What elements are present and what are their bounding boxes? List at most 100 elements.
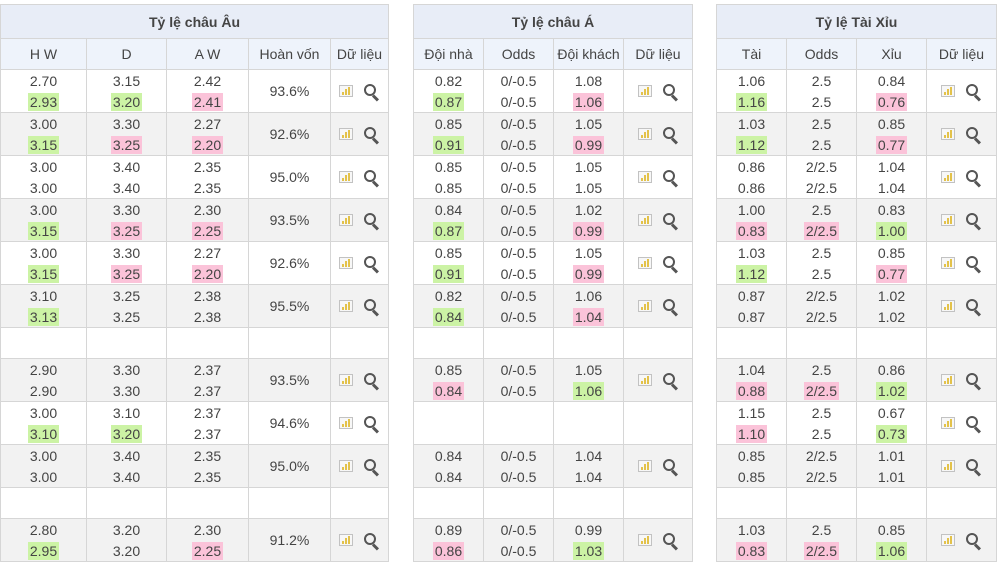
under-odds-opening: 0.86 — [877, 361, 906, 378]
bar-chart-icon[interactable] — [941, 214, 955, 226]
empty-cell — [553, 401, 624, 445]
magnifier-icon[interactable] — [363, 126, 380, 143]
magnifier-icon[interactable] — [363, 458, 380, 475]
empty-cell — [716, 327, 787, 359]
data-links-cell — [330, 155, 389, 199]
magnifier-icon[interactable] — [965, 372, 982, 389]
col-away-win: A W — [166, 38, 249, 70]
magnifier-icon[interactable] — [662, 532, 679, 549]
bar-chart-icon[interactable] — [941, 300, 955, 312]
total-line-current: 2/2.5 — [805, 308, 838, 325]
magnifier-icon[interactable] — [662, 458, 679, 475]
magnifier-icon[interactable] — [965, 169, 982, 186]
over-odds-current: 1.16 — [735, 92, 768, 111]
bar-chart-icon[interactable] — [941, 460, 955, 472]
total-line-opening: 2.5 — [811, 361, 832, 378]
bar-chart-icon[interactable] — [941, 257, 955, 269]
bar-chart-icon[interactable] — [339, 128, 353, 140]
magnifier-icon[interactable] — [965, 532, 982, 549]
bar-chart-icon[interactable] — [941, 534, 955, 546]
bar-chart-icon[interactable] — [339, 534, 353, 546]
payout-rate: 95.0% — [248, 444, 331, 488]
magnifier-icon[interactable] — [363, 532, 380, 549]
bar-chart-icon[interactable] — [339, 417, 353, 429]
under-odds-current: 0.73 — [875, 424, 908, 443]
magnifier-icon[interactable] — [965, 298, 982, 315]
under-odds-current: 0.76 — [875, 92, 908, 111]
bar-chart-icon[interactable] — [637, 128, 652, 140]
bar-chart-icon[interactable] — [339, 300, 353, 312]
bar-chart-icon[interactable] — [941, 128, 955, 140]
bar-chart-icon[interactable] — [339, 460, 353, 472]
away-team-odds-cell: 1.08 1.06 — [553, 69, 624, 113]
home-team-odds-current: 0.84 — [432, 381, 465, 400]
odds-row: 0.84 0.84 0/-0.5 0/-0.5 1.04 1.04 — [413, 444, 694, 488]
bar-chart-icon[interactable] — [637, 534, 652, 546]
magnifier-icon[interactable] — [662, 169, 679, 186]
draw-odds-current: 3.25 — [110, 264, 143, 283]
away-team-odds-opening: 1.02 — [574, 201, 603, 218]
bar-chart-icon[interactable] — [941, 374, 955, 386]
total-line-current: 2/2.5 — [805, 468, 838, 485]
bar-chart-icon[interactable] — [637, 300, 652, 312]
bar-chart-icon[interactable] — [339, 171, 353, 183]
bar-chart-icon[interactable] — [637, 374, 652, 386]
under-odds-opening: 0.83 — [877, 201, 906, 218]
magnifier-icon[interactable] — [363, 212, 380, 229]
data-links-cell — [925, 401, 998, 445]
empty-cell — [166, 487, 249, 519]
bar-chart-icon[interactable] — [941, 417, 955, 429]
total-line-opening: 2/2.5 — [805, 447, 838, 464]
magnifier-icon[interactable] — [965, 255, 982, 272]
bar-chart-icon[interactable] — [637, 214, 652, 226]
bar-chart-icon[interactable] — [941, 85, 955, 97]
magnifier-icon[interactable] — [662, 255, 679, 272]
magnifier-icon[interactable] — [965, 126, 982, 143]
under-odds-opening: 0.85 — [877, 521, 906, 538]
total-line-cell: 2.5 2/2.5 — [786, 198, 857, 242]
magnifier-icon[interactable] — [363, 255, 380, 272]
total-line-cell: 2/2.5 2/2.5 — [786, 444, 857, 488]
magnifier-icon[interactable] — [363, 372, 380, 389]
bar-chart-icon[interactable] — [637, 257, 652, 269]
away-win-odds-current: 2.20 — [191, 135, 224, 154]
bar-chart-icon[interactable] — [637, 171, 652, 183]
total-line-cell: 2.5 2.5 — [786, 112, 857, 156]
under-odds-opening: 0.85 — [877, 244, 906, 261]
away-win-odds-cell: 2.42 2.41 — [166, 69, 249, 113]
magnifier-icon[interactable] — [965, 83, 982, 100]
magnifier-icon[interactable] — [965, 458, 982, 475]
over-odds-opening: 0.87 — [737, 287, 766, 304]
odds-row: 1.15 1.10 2.5 2.5 0.67 0.73 — [716, 401, 998, 445]
bar-chart-icon[interactable] — [339, 85, 353, 97]
magnifier-icon[interactable] — [363, 169, 380, 186]
magnifier-icon[interactable] — [662, 298, 679, 315]
bar-chart-icon[interactable] — [339, 214, 353, 226]
bar-chart-icon[interactable] — [339, 257, 353, 269]
magnifier-icon[interactable] — [662, 372, 679, 389]
magnifier-icon[interactable] — [363, 298, 380, 315]
handicap-line-current: 0/-0.5 — [500, 222, 537, 239]
magnifier-icon[interactable] — [363, 83, 380, 100]
bar-chart-icon[interactable] — [339, 374, 353, 386]
empty-cell — [786, 327, 857, 359]
over-odds-current: 0.86 — [737, 179, 766, 196]
bar-chart-icon[interactable] — [637, 85, 652, 97]
over-odds-cell: 1.06 1.16 — [716, 69, 787, 113]
magnifier-icon[interactable] — [965, 415, 982, 432]
bar-chart-icon[interactable] — [637, 460, 652, 472]
magnifier-icon[interactable] — [662, 126, 679, 143]
odds-row: 1.06 1.16 2.5 2.5 0.84 0.76 — [716, 69, 998, 113]
over-odds-opening: 1.03 — [737, 115, 766, 132]
magnifier-icon[interactable] — [965, 212, 982, 229]
over-odds-cell: 1.03 1.12 — [716, 112, 787, 156]
magnifier-icon[interactable] — [662, 83, 679, 100]
magnifier-icon[interactable] — [662, 212, 679, 229]
away-win-odds-cell: 2.27 2.20 — [166, 241, 249, 285]
handicap-line-opening: 0/-0.5 — [500, 72, 537, 89]
data-links-cell — [622, 518, 694, 562]
bar-chart-icon[interactable] — [941, 171, 955, 183]
over-odds-opening: 1.03 — [737, 521, 766, 538]
magnifier-icon[interactable] — [363, 415, 380, 432]
col-handicap: Odds — [483, 38, 554, 70]
